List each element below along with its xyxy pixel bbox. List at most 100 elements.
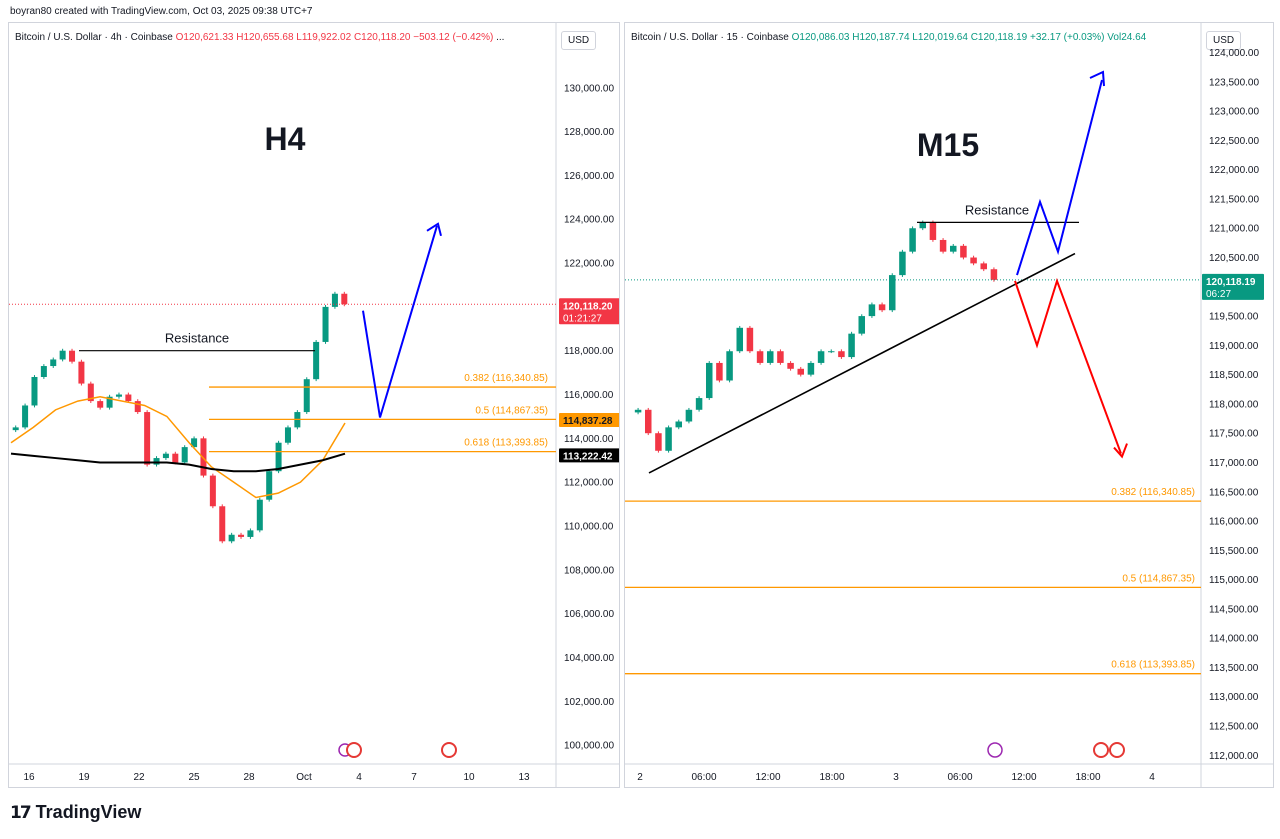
y-tick-label: 108,000.00 <box>564 565 614 576</box>
x-tick-label: 28 <box>243 772 255 783</box>
x-tick-label: 2 <box>637 772 643 783</box>
chart-pane-m15[interactable]: Bitcoin / U.S. Dollar · 15 · Coinbase O1… <box>624 22 1274 788</box>
candle-body <box>766 351 774 363</box>
event-lightning-icon <box>987 742 1003 758</box>
y-tick-label: 124,000.00 <box>564 215 614 226</box>
x-tick-label: 12:00 <box>755 772 780 783</box>
chart-pane-h4[interactable]: Bitcoin / U.S. Dollar · 4h · Coinbase O1… <box>8 22 620 788</box>
last-price-label: 120,118.19 <box>1206 277 1256 288</box>
candle-body <box>256 499 263 531</box>
candle-body <box>899 251 906 276</box>
arrow-head-blue <box>426 222 442 237</box>
candle-body <box>726 351 733 381</box>
candle-body <box>134 401 141 413</box>
x-tick-label: 25 <box>188 772 200 783</box>
candle-body <box>22 405 29 428</box>
y-tick-label: 117,000.00 <box>1209 458 1259 469</box>
candle-body <box>868 304 876 317</box>
legend-h4-high: H120,655.68 <box>236 32 294 43</box>
x-tick-label: 18:00 <box>1075 772 1100 783</box>
candle-body <box>341 293 348 305</box>
ema-price-label-bg <box>559 412 619 427</box>
resistance-label: Resistance <box>165 331 229 346</box>
fib-label: 0.5 (114,867.35) <box>1122 573 1195 584</box>
trendline <box>648 252 1076 474</box>
y-tick-label: 112,500.00 <box>1209 722 1259 733</box>
author-line: boyran80 created with TradingView.com, O… <box>10 6 313 17</box>
legend-h4-open: O120,621.33 <box>175 32 234 43</box>
candle-body <box>634 409 642 413</box>
tradingview-mark-icon: 17 <box>10 802 32 823</box>
candle-body <box>284 427 291 443</box>
x-tick-label: 16 <box>23 772 35 783</box>
candle-body <box>675 421 683 428</box>
currency-button-m15[interactable]: USD <box>1206 31 1242 50</box>
y-tick-label: 128,000.00 <box>564 127 614 138</box>
legend-h4-low: L119,922.02 <box>296 32 352 43</box>
arrow-head-red <box>1113 443 1128 459</box>
candle-body <box>50 359 57 367</box>
y-tick-label: 121,500.00 <box>1209 194 1259 205</box>
candle-body <box>40 366 47 377</box>
legend-m15-low: L120,019.64 <box>912 32 968 43</box>
candle-body <box>106 396 113 408</box>
y-tick-label: 126,000.00 <box>564 171 614 182</box>
candle-body <box>685 409 693 422</box>
x-tick-label: 18:00 <box>819 772 844 783</box>
candle-body <box>228 534 235 542</box>
y-tick-label: 119,500.00 <box>1209 312 1259 323</box>
projection-path-red <box>1014 277 1122 454</box>
y-tick-label: 123,000.00 <box>1209 107 1259 118</box>
y-tick-label: 118,000.00 <box>1209 399 1259 410</box>
candle-body <box>929 222 937 240</box>
legend-h4-symbol: Bitcoin / U.S. Dollar · 4h · Coinbase <box>15 32 173 43</box>
y-tick-label: 113,000.00 <box>1209 692 1259 703</box>
y-tick-label: 118,500.00 <box>1209 370 1259 381</box>
chart-svg-h4[interactable]: 130,000.00 128,000.00 126,000.00 124,000.00… <box>9 23 620 788</box>
y-tick-label: 117,500.00 <box>1209 429 1259 440</box>
ema-price-label: 114,837.28 <box>563 416 613 427</box>
y-tick-label: 104,000.00 <box>564 653 614 664</box>
y-tick-label: 119,000.00 <box>1209 341 1259 352</box>
last-price-label: 120,118.20 <box>563 301 613 312</box>
fib-label: 0.618 (113,393.85) <box>464 438 548 449</box>
x-tick-label: 7 <box>411 772 417 783</box>
x-tick-label: 19 <box>78 772 90 783</box>
chart-title-m15: M15 <box>917 127 979 163</box>
arrow-head-blue <box>1089 70 1105 87</box>
last-price-label-countdown: 06:27 <box>1206 289 1231 300</box>
event-flag-icon <box>1109 742 1125 758</box>
candle-body <box>31 376 38 406</box>
x-tick-label: 13 <box>518 772 530 783</box>
chart-svg-m15[interactable]: 124,000.00 123,500.00 123,000.00 122,500.00… <box>625 23 1274 788</box>
legend-h4-close: C120,118.20 <box>353 32 411 43</box>
candle-body <box>59 350 66 360</box>
y-tick-label: 116,000.00 <box>1209 517 1259 528</box>
currency-button-h4[interactable]: USD <box>561 31 597 50</box>
candle-body <box>777 351 784 363</box>
candle-body <box>238 534 245 537</box>
y-tick-label: 122,500.00 <box>1209 136 1259 147</box>
y-tick-label: 122,000.00 <box>1209 165 1259 176</box>
candle-body <box>807 362 815 375</box>
y-tick-label: 115,000.00 <box>1209 575 1259 586</box>
candle-body <box>219 506 226 542</box>
projection-path-blue <box>362 225 438 418</box>
tradingview-logo[interactable]: 17 TradingView <box>10 802 141 823</box>
last-price-label-bg <box>1202 273 1264 300</box>
candle-body <box>716 362 723 381</box>
y-tick-label: 114,000.00 <box>564 434 614 445</box>
candle-body <box>275 442 282 472</box>
candle-body <box>644 409 652 434</box>
ma-line-sma <box>10 452 346 473</box>
x-tick-label: 3 <box>893 772 899 783</box>
y-tick-label: 112,000.00 <box>1209 751 1259 762</box>
candle-body <box>247 530 254 537</box>
candle-body <box>12 427 19 431</box>
y-tick-label: 113,500.00 <box>1209 663 1259 674</box>
chart-title-h4: H4 <box>265 121 306 157</box>
candle-body <box>303 379 310 413</box>
candle-body <box>144 412 151 465</box>
candle-body <box>817 351 825 363</box>
candle-body <box>990 269 998 280</box>
